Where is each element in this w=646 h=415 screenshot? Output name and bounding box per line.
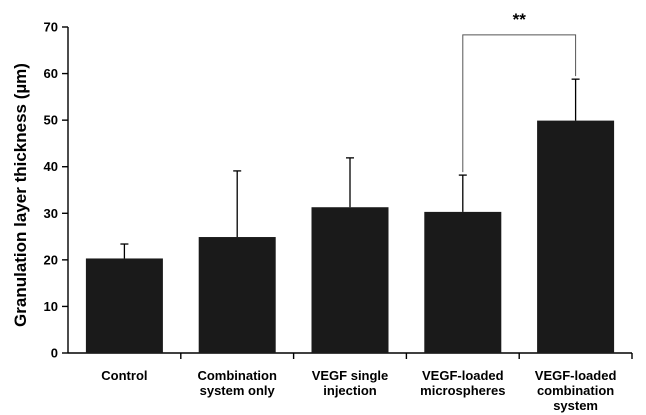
y-tick-label: 70 [44,20,58,35]
y-tick-label: 30 [44,206,58,221]
significance-bracket [462,34,577,173]
y-tick-label: 0 [51,346,58,361]
x-tick-label-line: Combination [197,368,276,383]
y-tick-label: 20 [44,252,58,267]
y-tick-label: 60 [44,66,58,81]
y-axis-title: Granulation layer thickness (µm) [11,63,30,327]
plot-area: 0 10 20 30 40 50 60 70 Control Combination system … [44,10,633,413]
y-tick-label: 50 [44,113,58,128]
bar [537,120,615,353]
x-tick-label-line: injection [323,383,377,398]
x-tick-label: Control [101,368,147,383]
x-tick-label-line: VEGF single [312,368,389,383]
x-tick-label: VEGF single injection [312,368,389,398]
y-tick-label: 10 [44,299,58,314]
bar [85,258,163,353]
x-tick-label-line: combination [537,383,614,398]
x-tick-label-line: VEGF-loaded [535,368,617,383]
x-tick-label-line: Control [101,368,147,383]
x-tick-label-line: microspheres [420,383,505,398]
y-tick-label: 40 [44,159,58,174]
x-tick-label-line: VEGF-loaded [422,368,504,383]
bar [311,207,389,353]
x-tick-label: VEGF-loaded microspheres [420,368,505,398]
x-tick-label: Combination system only [197,368,276,398]
x-tick-label-line: system [553,398,598,413]
x-tick-label-line: system only [200,383,276,398]
significance-label: ** [513,10,527,29]
bar [424,211,502,353]
x-tick-label: VEGF-loaded combination system [535,368,617,413]
bar [198,237,276,353]
